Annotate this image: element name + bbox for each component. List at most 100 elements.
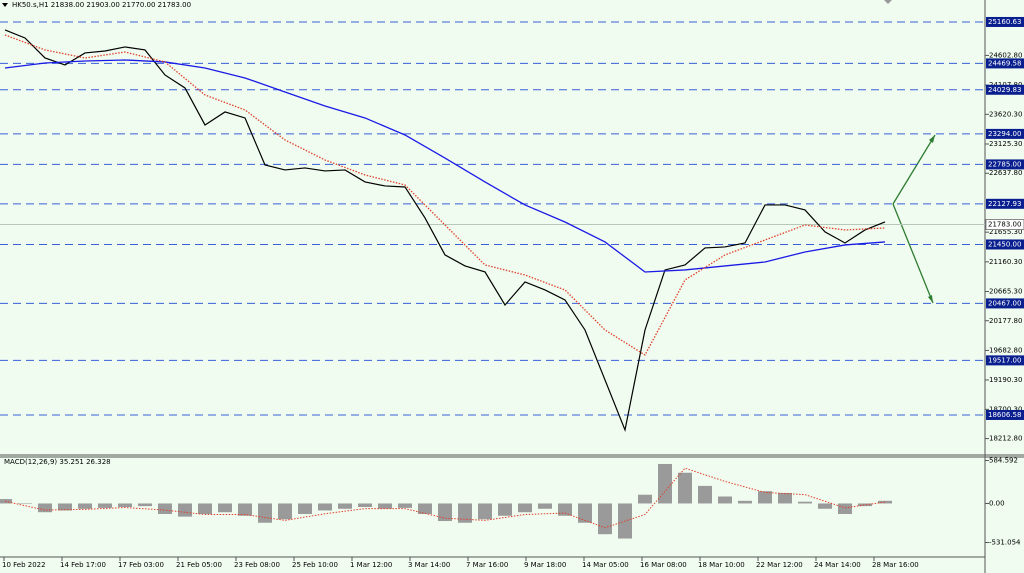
histogram-bar: [278, 503, 292, 520]
histogram-bar: [718, 496, 732, 504]
y-tick-label: 19190.30: [989, 376, 1022, 384]
menu-triangle[interactable]: [2, 3, 8, 7]
histogram-bar: [58, 503, 72, 511]
histogram-bar: [518, 503, 532, 513]
histogram-bar: [678, 472, 692, 504]
level-box: [986, 58, 1024, 69]
histogram-bar: [818, 503, 832, 509]
x-tick-label: 14 Feb 17:00: [60, 561, 106, 569]
histogram-bar: [218, 503, 232, 513]
level-box: [986, 16, 1024, 27]
histogram-bar: [158, 503, 172, 514]
x-tick-label: 25 Feb 10:00: [292, 561, 338, 569]
x-tick-label: 10 Feb 2022: [2, 561, 46, 569]
histogram-bar: [838, 503, 852, 514]
level-label: 19517.00: [988, 356, 1021, 364]
histogram-bar: [698, 485, 712, 504]
x-tick-label: 28 Mar 16:00: [872, 561, 919, 569]
histogram-bar: [118, 503, 132, 507]
series-line: [4, 467, 886, 529]
histogram-bar: [638, 494, 652, 504]
level-box: [986, 239, 1024, 250]
histogram-bar: [238, 503, 252, 516]
x-tick-label: 16 Mar 08:00: [640, 561, 687, 569]
histogram-bar: [778, 492, 792, 504]
y-tick-label: 21655.30: [989, 228, 1022, 236]
histogram-bar: [758, 491, 772, 504]
histogram-bar: [418, 503, 432, 514]
level-label: 18606.58: [988, 411, 1021, 419]
histogram-bar: [598, 503, 612, 535]
histogram-bar: [138, 503, 152, 507]
histogram-bar: [298, 503, 312, 514]
level-box: [986, 355, 1024, 366]
histogram-bar: [738, 500, 752, 504]
histogram-bar: [578, 503, 592, 523]
histogram-bar: [538, 503, 552, 509]
x-tick-label: 23 Feb 08:00: [234, 561, 280, 569]
x-tick-label: 14 Mar 05:00: [582, 561, 629, 569]
x-tick-label: 3 Mar 14:00: [408, 561, 450, 569]
current-price-label: 21783.00: [988, 221, 1021, 229]
y-tick-label: 22637.80: [989, 169, 1022, 177]
histogram-bar: [378, 503, 392, 509]
level-label: 22785.00: [988, 160, 1021, 168]
y-tick-label: 20665.30: [989, 288, 1022, 296]
level-label: 25160.63: [988, 18, 1021, 26]
histogram-bar: [398, 503, 412, 508]
histogram-bar: [18, 503, 32, 504]
x-tick-label: 1 Mar 12:00: [350, 561, 392, 569]
histogram-bar: [338, 503, 352, 509]
y-tick-label: 18700.30: [989, 405, 1022, 413]
x-tick-label: 24 Mar 14:00: [814, 561, 861, 569]
level-label: 22127.93: [988, 200, 1021, 208]
y-tick-label: 23620.30: [989, 110, 1022, 118]
arrow-head: [929, 135, 935, 143]
x-tick-label: 18 Mar 10:00: [698, 561, 745, 569]
x-tick-label: 9 Mar 18:00: [524, 561, 566, 569]
y-tick-label: 18212.80: [989, 435, 1022, 443]
histogram-bar: [858, 503, 872, 507]
histogram-bar: [38, 503, 52, 513]
arrow-head: [928, 295, 933, 303]
histogram-bar: [318, 503, 332, 511]
projection-arrows: [892, 134, 936, 304]
histogram-bar: [198, 503, 212, 514]
histogram-bar: [178, 503, 192, 517]
y-tick-label: 0.00: [989, 499, 1005, 507]
level-box: [986, 409, 1024, 420]
y-tick-label: 24602.80: [989, 51, 1022, 59]
histogram-bar: [498, 503, 512, 516]
histogram-bar: [798, 501, 812, 504]
histogram-bar: [358, 503, 372, 507]
y-tick-label: 20177.80: [989, 317, 1022, 325]
series-line: [4, 59, 886, 273]
level-box: [986, 298, 1024, 309]
level-box: [986, 128, 1024, 139]
histogram-bar: [458, 503, 472, 523]
current-price-box: [985, 219, 1024, 231]
macd-title: MACD(12,26,9) 35.251 26.328: [4, 458, 111, 466]
histogram-bar: [558, 503, 572, 516]
level-box: [986, 198, 1024, 209]
x-tick-label: 17 Feb 03:00: [118, 561, 164, 569]
y-tick-label: 584.592: [989, 456, 1018, 464]
level-label: 24029.83: [988, 86, 1021, 94]
histogram-bar: [258, 503, 272, 523]
y-tick-label: 21160.30: [989, 258, 1022, 266]
histogram-bar: [658, 463, 672, 504]
y-tick-label: 19682.80: [989, 346, 1022, 354]
histogram-bar: [78, 503, 92, 509]
level-label: 24469.58: [988, 59, 1021, 67]
y-tick-label: -531.054: [989, 539, 1021, 547]
histogram-bar: [438, 503, 452, 522]
shift-marker: [884, 0, 892, 4]
level-label: 21450.00: [988, 240, 1021, 248]
arrow-up: [892, 134, 936, 205]
series-line: [4, 34, 886, 356]
level-box: [986, 159, 1024, 170]
level-box: [986, 84, 1024, 95]
x-tick-label: 21 Feb 05:00: [176, 561, 222, 569]
